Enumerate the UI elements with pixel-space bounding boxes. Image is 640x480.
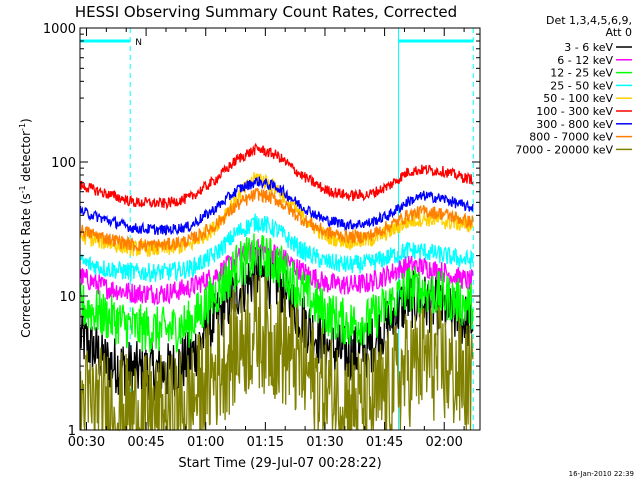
- night-flag-label: N: [135, 38, 142, 48]
- legend-label: 800 - 7000 keV: [529, 131, 613, 144]
- plot-frame: [79, 27, 481, 431]
- x-tick-label: 00:30: [68, 435, 105, 450]
- series-layer: [79, 142, 474, 432]
- legend-label: 6 - 12 keV: [557, 54, 613, 67]
- x-tick-label: 01:45: [366, 435, 403, 450]
- y-axis-label: Corrected Count Rate (s-1 detector-1): [18, 118, 33, 337]
- y-axis-label-part: ): [19, 118, 33, 123]
- y-tick-label: 1: [68, 424, 76, 439]
- legend-label: 3 - 6 keV: [564, 41, 613, 54]
- x-axis-label: Start Time (29-Jul-07 00:28:22): [178, 456, 381, 471]
- legend-label: 12 - 25 keV: [550, 67, 613, 80]
- legend-header-line: Att 0: [606, 26, 632, 39]
- x-tick-label: 01:30: [306, 435, 343, 450]
- series-trace-9: [79, 274, 474, 432]
- legend-label: 7000 - 20000 keV: [515, 143, 613, 156]
- y-axis-label-part: detector: [19, 131, 33, 186]
- timestamp: 16-Jan-2010 22:39: [569, 470, 634, 478]
- series-trace-4: [79, 213, 474, 283]
- legend-label: 100 - 300 keV: [536, 105, 613, 118]
- x-tick-label: 01:00: [187, 435, 224, 450]
- y-tick-label: 10: [59, 290, 76, 305]
- axes: 1 10 100 1000 00:30 00:45 01:00 01:15 01:30 01:45…: [43, 22, 481, 450]
- y-axis-label-exponent: -1: [18, 185, 27, 193]
- x-tick-label: 02:00: [425, 435, 462, 450]
- y-axis-label-part: Corrected Count Rate (s: [19, 193, 33, 337]
- series-trace-3: [79, 233, 474, 354]
- series-trace-6: [79, 142, 474, 211]
- y-tick-label: 1000: [43, 22, 76, 37]
- x-tick-label: 01:15: [247, 435, 284, 450]
- y-axis-label-exponent: -1: [18, 123, 27, 131]
- series-trace-8: [79, 187, 474, 254]
- y-tick-label: 100: [51, 156, 76, 171]
- legend-label: 50 - 100 keV: [543, 92, 613, 105]
- legend-label: 300 - 800 keV: [536, 118, 613, 131]
- legend-header-line: Det 1,3,4,5,6,9,: [546, 14, 632, 27]
- x-tick-label: 00:45: [127, 435, 164, 450]
- series-trace-7: [79, 176, 474, 236]
- chart-title: HESSI Observing Summary Count Rates, Cor…: [75, 3, 457, 21]
- legend-label: 25 - 50 keV: [550, 79, 613, 92]
